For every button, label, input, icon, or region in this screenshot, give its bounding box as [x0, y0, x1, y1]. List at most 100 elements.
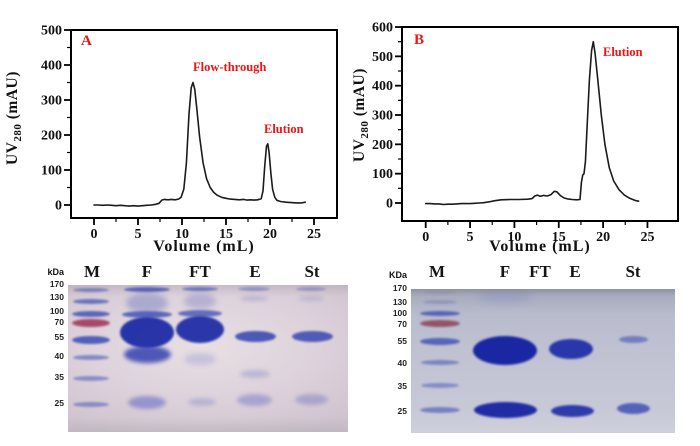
- chromatogram-curve: [93, 81, 307, 207]
- gel-band: [240, 296, 268, 301]
- lane-header: M: [83, 262, 101, 281]
- x-axis-tick-label: 20: [596, 230, 610, 245]
- x-axis-tick-label: 25: [640, 230, 654, 245]
- gel-band: [73, 288, 109, 292]
- chromatogram-curve: [424, 40, 640, 206]
- ladder-mw-label: 100: [49, 306, 64, 316]
- gel-b-photo: [411, 289, 675, 433]
- gel-band: [126, 293, 168, 313]
- lane-header: M: [428, 262, 446, 281]
- ladder-mw-label: 40: [397, 358, 407, 368]
- y-axis-title-suffix: (mAU): [350, 68, 368, 121]
- chromatogram-a-panel: 0 5 10 15 20 25 0 100 200 300 400 500 A Volume (mL)…: [0, 0, 350, 260]
- lane-header: FT: [529, 262, 551, 281]
- gel-a-panel: kDa 170 130 100 70 55 40 35 25 M F FT E St: [0, 260, 350, 446]
- gel-band: [124, 287, 170, 292]
- ladder-mw-label: 70: [397, 319, 407, 329]
- gel-band: [237, 394, 272, 406]
- gel-band: [176, 316, 224, 343]
- gel-band: [235, 331, 276, 342]
- ladder-mw-label: 170: [392, 283, 407, 293]
- gel-a-kda-unit-label: kDa: [47, 267, 64, 277]
- lane-header: St: [625, 262, 641, 281]
- ladder-mw-label: 100: [392, 308, 407, 318]
- gel-band: [421, 360, 459, 365]
- gel-band: [73, 376, 109, 381]
- y-axis-tick-label: 100: [372, 167, 393, 182]
- gel-band: [73, 402, 109, 407]
- y-axis-tick-label: 0: [55, 199, 62, 214]
- gel-band: [184, 353, 216, 365]
- y-axis-tick-label: 300: [41, 94, 62, 109]
- gel-band: [72, 336, 110, 344]
- ladder-mw-label: 40: [54, 351, 64, 361]
- gel-band: [72, 311, 110, 317]
- x-axis-title: Volume (mL): [489, 238, 591, 255]
- ladder-mw-label: 25: [397, 406, 407, 416]
- lane-header: F: [499, 262, 511, 281]
- gel-band: [619, 336, 648, 343]
- y-axis-title: UV280 (mAU): [351, 5, 371, 225]
- y-axis-tick-label: 300: [372, 109, 393, 124]
- gel-band: [423, 300, 457, 304]
- gel-band: [420, 338, 460, 345]
- gel-band: [420, 320, 460, 327]
- gel-band: [477, 291, 533, 303]
- lane-header: E: [249, 262, 261, 281]
- panel-label: A: [81, 33, 92, 49]
- y-axis-tick-label: 400: [41, 59, 62, 74]
- lane-header: F: [141, 262, 153, 281]
- ladder-mw-label: 55: [54, 332, 64, 342]
- lane-header: St: [304, 262, 320, 281]
- gel-b-panel: KDa 170 130 100 70 55 40 35 25 M F FT E St: [350, 260, 700, 446]
- gel-band: [182, 287, 218, 291]
- gel-band: [423, 290, 457, 294]
- x-axis-tick-label: 0: [422, 230, 429, 245]
- y-axis-title-subscript: 280: [12, 123, 25, 142]
- ladder-mw-label: 55: [397, 336, 407, 346]
- y-axis-tick-label: 400: [372, 79, 393, 94]
- gel-band: [292, 331, 333, 342]
- gel-band: [128, 396, 166, 409]
- gel-band: [296, 287, 326, 291]
- gel-band: [178, 310, 222, 317]
- y-axis-title-suffix: (mAU): [3, 71, 21, 124]
- y-axis-title-prefix: UV: [3, 141, 21, 165]
- chromatogram-b-plot: 0 5 10 15 20 25 0 100 200 300 400 500 600: [372, 21, 679, 245]
- ladder-mw-label: 170: [49, 279, 64, 289]
- gel-band: [473, 336, 537, 365]
- gel-b-kda-unit-label: KDa: [388, 270, 407, 280]
- y-axis-tick-label: 200: [41, 129, 62, 144]
- x-axis-tick-label: 15: [552, 230, 566, 245]
- panel-label: B: [414, 32, 425, 48]
- gel-band: [240, 370, 270, 378]
- plot-border: [70, 29, 338, 219]
- gel-band: [238, 287, 270, 291]
- x-axis-tick-label: 25: [307, 227, 321, 242]
- y-axis-tick-label: 500: [41, 24, 62, 39]
- x-axis-tick-label: 15: [219, 227, 233, 242]
- gel-band: [474, 402, 537, 418]
- gel-band: [72, 319, 110, 327]
- x-axis-tick-label: 10: [507, 230, 521, 245]
- gel-band: [420, 311, 460, 316]
- x-axis-tick-label: 10: [175, 227, 189, 242]
- y-axis-title-subscript: 280: [359, 120, 372, 139]
- gel-band: [551, 405, 594, 417]
- chromatogram-b-panel: 0 5 10 15 20 25 0 100 200 300 400 500 600 B Volume (…: [350, 0, 700, 260]
- y-axis-tick-label: 100: [41, 164, 62, 179]
- gel-band: [73, 355, 109, 360]
- ladder-mw-label: 70: [54, 317, 64, 327]
- ladder-mw-label: 25: [54, 398, 64, 408]
- y-axis-title: UV280 (mAU): [4, 8, 24, 228]
- ladder-mw-label: 35: [54, 372, 64, 382]
- lane-header: FT: [189, 262, 211, 281]
- y-axis-tick-label: 600: [372, 21, 393, 36]
- y-axis-tick-label: 500: [372, 50, 393, 65]
- ladder-mw-label: 130: [49, 292, 64, 302]
- plot-border: [401, 26, 679, 222]
- y-axis-tick-label: 0: [386, 197, 393, 212]
- peak-annotation: Elution: [264, 122, 304, 136]
- peak-annotation: Flow-through: [193, 60, 267, 74]
- gel-band: [124, 346, 171, 363]
